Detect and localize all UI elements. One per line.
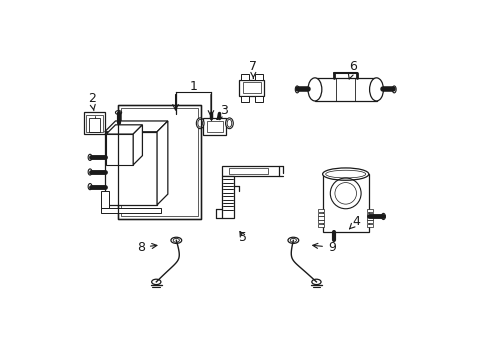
Ellipse shape [307,78,321,101]
Polygon shape [157,121,167,205]
Bar [254,95,262,102]
Ellipse shape [88,184,92,190]
Bar [239,80,264,95]
Text: 8: 8 [137,241,157,254]
Polygon shape [133,125,142,165]
Bar [242,82,261,93]
Bar [118,105,201,219]
Ellipse shape [151,279,161,285]
Bar [104,132,157,205]
Bar [203,118,226,135]
Bar [336,78,354,101]
Bar [101,208,161,213]
Bar [241,95,248,102]
Bar [366,209,373,212]
Bar [317,220,324,223]
Bar [121,108,198,216]
Bar [89,118,100,132]
Ellipse shape [369,78,383,101]
Ellipse shape [196,118,203,129]
Bar [106,134,133,165]
Bar [241,74,248,80]
Text: 9: 9 [312,241,335,254]
Bar [207,121,222,132]
Ellipse shape [381,213,385,220]
Ellipse shape [322,168,368,180]
Bar [221,176,234,218]
Bar [229,168,267,174]
Ellipse shape [287,237,298,243]
Ellipse shape [171,237,182,243]
Text: 2: 2 [87,92,95,111]
Polygon shape [106,125,142,134]
Bar [84,112,105,134]
Bar [322,174,368,232]
Bar [366,220,373,223]
Text: 5: 5 [239,231,247,244]
Ellipse shape [115,111,122,114]
Bar [254,74,262,80]
Bar [317,209,324,212]
Bar [221,166,279,176]
Text: 1: 1 [189,80,197,93]
Text: 7: 7 [249,60,257,78]
Bar [86,115,103,132]
Ellipse shape [225,118,233,129]
Bar [366,224,373,227]
Ellipse shape [311,279,321,285]
Ellipse shape [295,86,299,93]
Ellipse shape [88,169,92,175]
Text: 4: 4 [349,215,360,229]
Bar [366,213,373,216]
Bar [366,216,373,220]
Text: 3: 3 [217,104,227,120]
Ellipse shape [88,154,92,161]
Bar [317,213,324,216]
Bar [317,216,324,220]
Text: 6: 6 [347,60,357,79]
Polygon shape [104,121,167,132]
Bar [101,191,108,208]
Bar [317,224,324,227]
Bar [314,78,376,101]
Ellipse shape [391,86,395,93]
